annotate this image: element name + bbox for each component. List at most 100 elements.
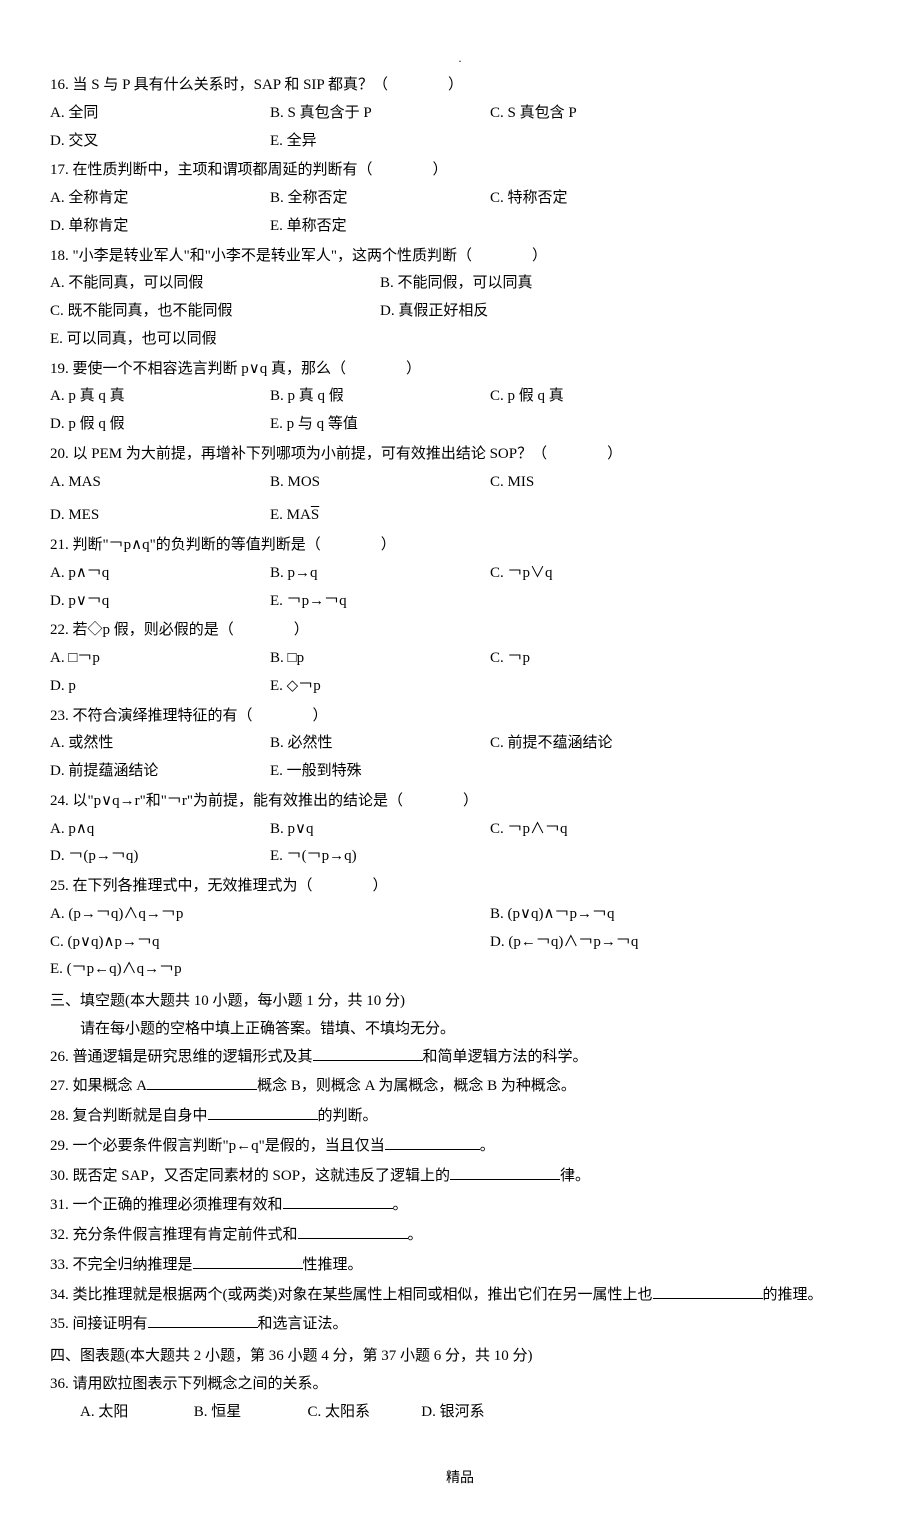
q23-opt-a: A. 或然性 [50,730,270,758]
section-3-instruction: 请在每小题的空格中填上正确答案。错填、不填均无分。 [50,1016,870,1044]
q23-opt-c: C. 前提不蕴涵结论 [490,730,710,758]
q36-opt-b: B. 恒星 [194,1399,304,1427]
q25-opt-e: E. (￢p←q)∧q→￢p [50,956,182,984]
q16-opt-e: E. 全异 [270,128,490,156]
question-33: 33. 不完全归纳推理是性推理。 [50,1252,870,1280]
q28-blank [208,1105,318,1120]
q23-opt-d: D. 前提蕴涵结论 [50,758,270,786]
q16-opt-d: D. 交叉 [50,128,270,156]
question-35: 35. 间接证明有和选言证法。 [50,1311,870,1339]
q20-e-pre: E. MA [270,507,311,523]
section-4-heading: 四、图表题(本大题共 2 小题，第 36 小题 4 分，第 37 小题 6 分，… [50,1343,870,1371]
question-24: 24. 以"p∨q→r"和"￢r"为前提，能有效推出的结论是（ ） A. p∧q… [50,788,870,871]
q20-opt-d: D. MES [50,502,270,530]
question-23: 23. 不符合演绎推理特征的有（ ） A. 或然性 B. 必然性 C. 前提不蕴… [50,703,870,786]
q30-blank [450,1165,560,1180]
q19-opt-e: E. p 与 q 等值 [270,411,490,439]
q25-opt-a: A. (p→￢q)∧q→￢p [50,901,490,929]
question-26: 26. 普通逻辑是研究思维的逻辑形式及其 和简单逻辑方法的科学。 [50,1044,870,1072]
q34-post: 的推理。 [763,1287,823,1303]
q29-blank [385,1135,480,1150]
q25-opt-c: C. (p∨q)∧p→￢q [50,929,490,957]
question-16: 16. 当 S 与 P 具有什么关系时，SAP 和 SIP 都真？（ ） A. … [50,72,870,155]
question-20: 20. 以 PEM 为大前提，再增补下列哪项为小前提，可有效推出结论 SOP？（… [50,441,870,530]
q27-post: 概念 B，则概念 A 为属概念，概念 B 为种概念。 [257,1078,576,1094]
q19-opt-b: B. p 真 q 假 [270,383,490,411]
q21-opt-e: E. ￢p→￢q [270,588,490,616]
q24-opt-e: E. ￢(￢p→q) [270,843,490,871]
q24-text: 24. 以"p∨q→r"和"￢r"为前提，能有效推出的结论是（ ） [50,788,870,816]
q17-opt-e: E. 单称否定 [270,213,490,241]
question-17: 17. 在性质判断中，主项和谓项都周延的判断有（ ） A. 全称肯定 B. 全称… [50,157,870,240]
q32-pre: 32. 充分条件假言推理有肯定前件式和 [50,1227,298,1243]
q21-opt-a: A. p∧￢q [50,560,270,588]
q33-pre: 33. 不完全归纳推理是 [50,1257,193,1273]
q26-blank [313,1046,423,1061]
q16-opt-a: A. 全同 [50,100,270,128]
q29-pre: 29. 一个必要条件假言判断"p←q"是假的，当且仅当 [50,1138,385,1154]
q33-blank [193,1254,303,1269]
q25-opt-b: B. (p∨q)∧￢p→￢q [490,901,614,929]
q34-pre: 34. 类比推理就是根据两个(或两类)对象在某些属性上相同或相似，推出它们在另一… [50,1287,653,1303]
section-3-heading: 三、填空题(本大题共 10 小题，每小题 1 分，共 10 分) [50,988,870,1016]
question-25: 25. 在下列各推理式中，无效推理式为（ ） A. (p→￢q)∧q→￢p B.… [50,873,870,984]
question-31: 31. 一个正确的推理必须推理有效和。 [50,1192,870,1220]
q22-opt-e: E. ◇￢p [270,673,490,701]
q20-opt-e: E. MAS [270,502,490,530]
q20-e-overline: S [311,507,319,523]
q18-opt-e: E. 可以同真，也可以同假 [50,326,380,354]
q24-opt-a: A. p∧q [50,816,270,844]
q18-opt-d: D. 真假正好相反 [380,298,710,326]
question-19: 19. 要使一个不相容选言判断 p∨q 真，那么（ ） A. p 真 q 真 B… [50,356,870,439]
q24-opt-c: C. ￢p∧￢q [490,816,710,844]
q25-text: 25. 在下列各推理式中，无效推理式为（ ） [50,873,870,901]
question-21: 21. 判断"￢p∧q"的负判断的等值判断是（ ） A. p∧￢q B. p→q… [50,532,870,615]
question-30: 30. 既否定 SAP，又否定同素材的 SOP，这就违反了逻辑上的 律。 [50,1163,870,1191]
q26-post: 和简单逻辑方法的科学。 [423,1049,588,1065]
q17-opt-d: D. 单称肯定 [50,213,270,241]
q20-opt-b: B. MOS [270,469,490,497]
q18-opt-c: C. 既不能同真，也不能同假 [50,298,380,326]
q18-opt-b: B. 不能同假，可以同真 [380,270,710,298]
q20-text: 20. 以 PEM 为大前提，再增补下列哪项为小前提，可有效推出结论 SOP？（… [50,441,870,469]
q29-post: 。 [480,1138,495,1154]
page-dot: · [50,50,870,72]
q30-post: 律。 [560,1168,590,1184]
q27-pre: 27. 如果概念 A [50,1078,147,1094]
q35-pre: 35. 间接证明有 [50,1316,148,1332]
q22-opt-a: A. □￢p [50,645,270,673]
q17-opt-a: A. 全称肯定 [50,185,270,213]
q18-opt-a: A. 不能同真，可以同假 [50,270,380,298]
q20-opt-c: C. MIS [490,469,710,497]
q20-opt-a: A. MAS [50,469,270,497]
q30-pre: 30. 既否定 SAP，又否定同素材的 SOP，这就违反了逻辑上的 [50,1168,450,1184]
q19-opt-d: D. p 假 q 假 [50,411,270,439]
q31-pre: 31. 一个正确的推理必须推理有效和 [50,1197,283,1213]
q17-opt-b: B. 全称否定 [270,185,490,213]
q22-text: 22. 若◇p 假，则必假的是（ ） [50,617,870,645]
q32-post: 。 [408,1227,423,1243]
q35-blank [148,1313,258,1328]
question-29: 29. 一个必要条件假言判断"p←q"是假的，当且仅当 。 [50,1133,870,1161]
page-footer: 精品 [50,1466,870,1492]
q34-blank [653,1284,763,1299]
q23-text: 23. 不符合演绎推理特征的有（ ） [50,703,870,731]
q28-pre: 28. 复合判断就是自身中 [50,1108,208,1124]
q18-text: 18. "小李是转业军人"和"小李不是转业军人"，这两个性质判断（ ） [50,243,870,271]
q24-opt-b: B. p∨q [270,816,490,844]
q25-opt-d: D. (p←￢q)∧￢p→￢q [490,929,638,957]
q26-pre: 26. 普通逻辑是研究思维的逻辑形式及其 [50,1049,313,1065]
question-28: 28. 复合判断就是自身中 的判断。 [50,1103,870,1131]
q16-text: 16. 当 S 与 P 具有什么关系时，SAP 和 SIP 都真？（ ） [50,72,870,100]
q17-opt-c: C. 特称否定 [490,185,710,213]
q17-text: 17. 在性质判断中，主项和谓项都周延的判断有（ ） [50,157,870,185]
q19-opt-c: C. p 假 q 真 [490,383,710,411]
q32-blank [298,1224,408,1239]
q31-blank [283,1194,393,1209]
question-27: 27. 如果概念 A 概念 B，则概念 A 为属概念，概念 B 为种概念。 [50,1073,870,1101]
question-22: 22. 若◇p 假，则必假的是（ ） A. □￢p B. □p C. ￢p D.… [50,617,870,700]
question-32: 32. 充分条件假言推理有肯定前件式和 。 [50,1222,870,1250]
q19-text: 19. 要使一个不相容选言判断 p∨q 真，那么（ ） [50,356,870,384]
q28-post: 的判断。 [318,1108,378,1124]
q21-opt-d: D. p∨￢q [50,588,270,616]
